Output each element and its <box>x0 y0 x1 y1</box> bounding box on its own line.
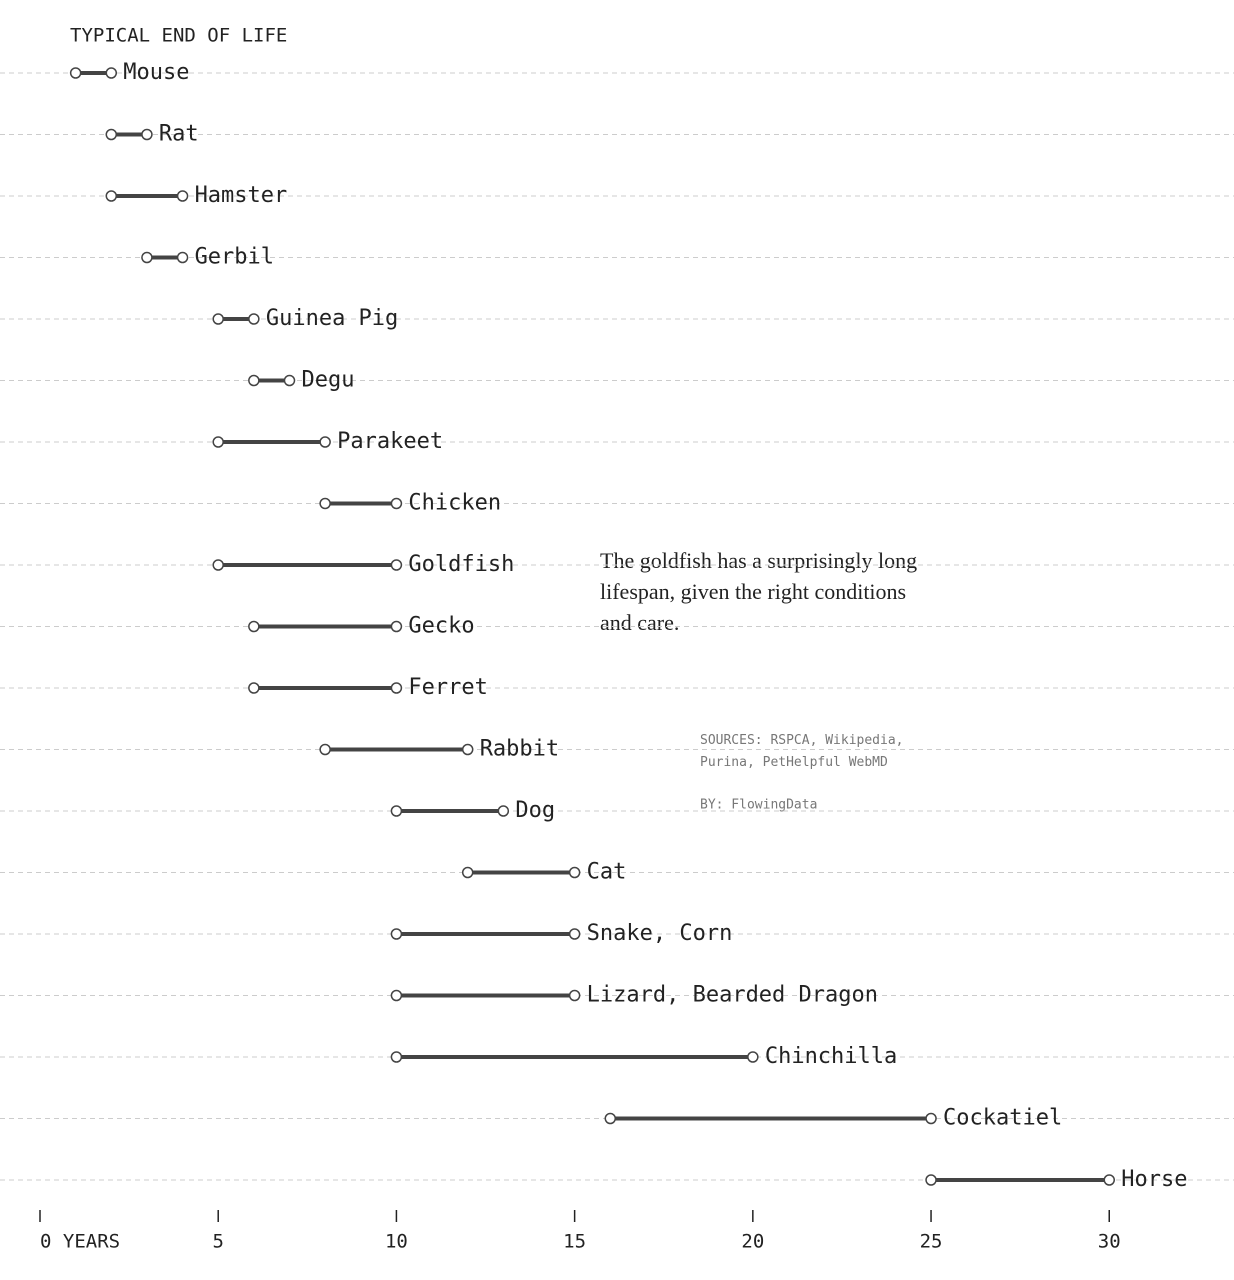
category-label: Rat <box>159 122 199 147</box>
high-dot <box>568 928 581 940</box>
category-label: Lizard, Bearded Dragon <box>587 983 878 1008</box>
category-label: Horse <box>1121 1167 1187 1192</box>
high-dot <box>176 190 189 202</box>
annotation: The goldfish has a surprisingly long lif… <box>600 548 918 635</box>
x-tick-label: 25 <box>920 1231 943 1253</box>
category-label: Gerbil <box>195 245 274 270</box>
byline: BY: FlowingData <box>700 798 817 813</box>
low-dot <box>105 190 118 202</box>
low-dot <box>105 128 118 141</box>
chart-title: TYPICAL END OF LIFE <box>70 25 287 47</box>
low-dot <box>212 559 224 571</box>
high-dot <box>390 497 403 510</box>
category-label: Guinea Pig <box>266 306 398 331</box>
x-tick-label: 0 YEARS <box>40 1231 120 1253</box>
category-label: Dog <box>515 798 555 823</box>
category-label: Hamster <box>195 183 288 208</box>
low-dot <box>69 67 82 79</box>
high-dot <box>925 1112 937 1125</box>
annotation-box: The goldfish has a surprisingly long lif… <box>600 548 918 635</box>
low-dot <box>390 989 403 1002</box>
low-dot <box>390 928 403 940</box>
sources: SOURCES: RSPCA, Wikipedia, Purina, PetHe… <box>700 733 904 770</box>
low-dot <box>248 374 260 387</box>
high-dot <box>1103 1174 1116 1186</box>
high-dot <box>283 374 296 387</box>
category-label: Degu <box>301 368 354 393</box>
low-dot <box>212 436 224 448</box>
high-dot <box>461 743 474 756</box>
low-dot <box>390 805 403 817</box>
category-label: Cat <box>587 860 627 885</box>
x-tick-label: 30 <box>1098 1231 1121 1253</box>
x-tick-label: 15 <box>563 1231 586 1253</box>
high-dot <box>497 805 510 817</box>
high-dot <box>390 559 403 571</box>
low-dot <box>925 1174 937 1186</box>
high-dot <box>568 866 581 879</box>
low-dot <box>319 497 331 510</box>
x-tick-label: 5 <box>212 1231 223 1253</box>
x-tick-label: 10 <box>385 1231 408 1253</box>
high-dot <box>568 989 581 1002</box>
low-dot <box>461 866 474 879</box>
low-dot <box>604 1112 617 1125</box>
category-label: Gecko <box>408 614 474 639</box>
low-dot <box>212 313 224 325</box>
sources-box: SOURCES: RSPCA, Wikipedia, Purina, PetHe… <box>700 733 904 770</box>
category-label: Chicken <box>408 491 501 516</box>
category-label: Cockatiel <box>943 1106 1062 1131</box>
high-dot <box>105 67 118 79</box>
high-dot <box>176 251 189 264</box>
category-label: Goldfish <box>408 552 514 577</box>
high-dot <box>141 128 153 141</box>
category-label: Rabbit <box>480 737 559 762</box>
low-dot <box>248 620 260 633</box>
high-dot <box>248 313 260 325</box>
x-tick-label: 20 <box>741 1231 764 1253</box>
high-dot <box>390 620 403 633</box>
category-label: Snake, Corn <box>587 921 733 946</box>
low-dot <box>319 743 331 756</box>
low-dot <box>248 682 260 694</box>
high-dot <box>390 682 403 694</box>
low-dot <box>141 251 153 264</box>
high-dot <box>319 436 331 448</box>
low-dot <box>390 1051 403 1063</box>
category-label: Chinchilla <box>765 1044 897 1069</box>
category-label: Parakeet <box>337 429 443 454</box>
category-label: Mouse <box>123 60 189 85</box>
high-dot <box>747 1051 759 1063</box>
category-label: Ferret <box>408 675 487 700</box>
